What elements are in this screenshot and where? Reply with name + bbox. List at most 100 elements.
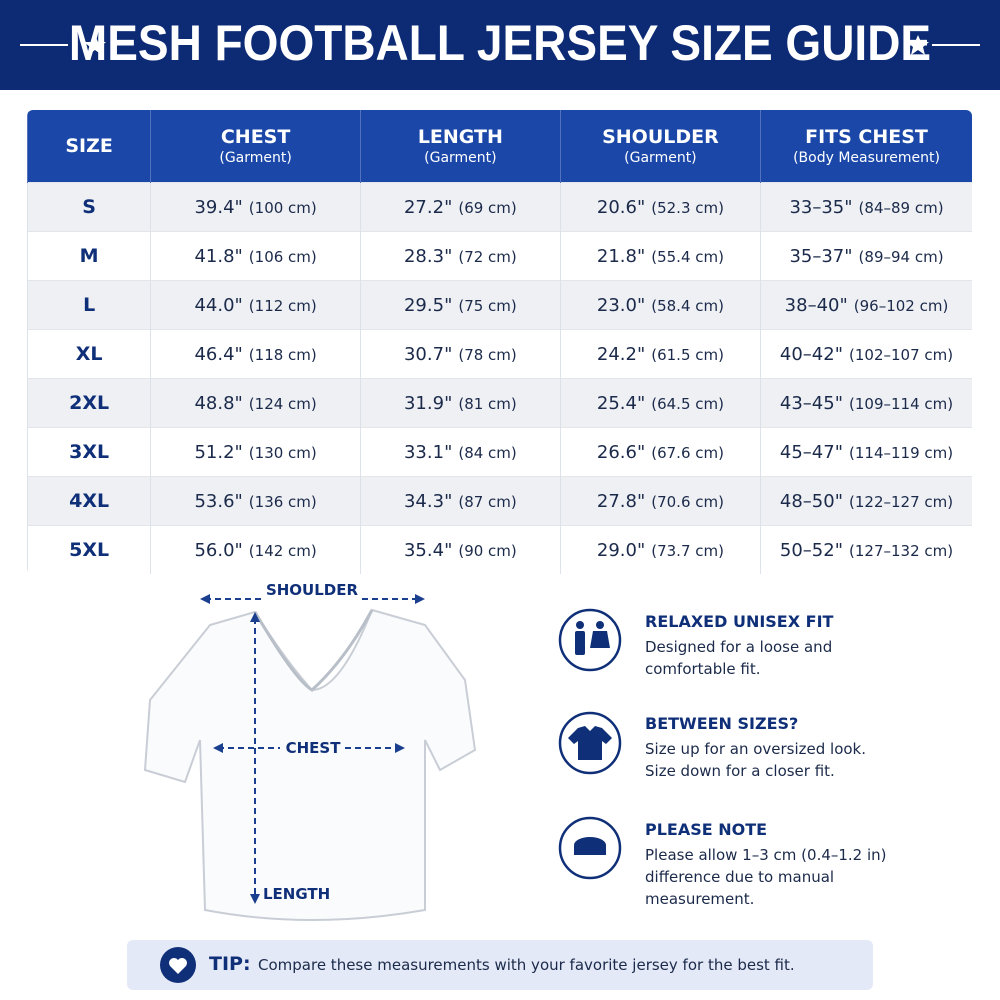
measure-cell: 35–37" (89–94 cm) [760,231,972,281]
title: MESH FOOTBALL JERSEY SIZE GUIDE [68,15,932,71]
centimeters: (64.5 cm) [651,394,724,413]
header-title: FITS CHEST [805,126,928,148]
centimeters: (106 cm) [248,247,317,266]
size-cell: 5XL [27,525,151,574]
centimeters: (142 cm) [248,541,317,560]
inches: 39.4" [194,196,243,218]
centimeters: (52.3 cm) [651,198,724,217]
size-cell: 2XL [27,378,151,428]
inches: 27.2" [403,196,453,218]
measure-cell: 33–35" (84–89 cm) [760,182,972,232]
measure-cell: 25.4" (64.5 cm) [559,378,761,428]
measure-cell: 27.2" (69 cm) [359,182,561,232]
measure-cell: 48.8" (124 cm) [150,378,361,428]
inches: 50–52" [779,539,843,561]
centimeters: (124 cm) [248,394,317,413]
centimeters: (55.4 cm) [651,247,724,266]
column-header: LENGTH (Garment) [359,110,561,183]
measure-cell: 56.0" (142 cm) [150,525,361,574]
info-item: PLEASE NOTE Please allow 1–3 cm (0.4–1.2 … [645,820,887,910]
inches: 33.1" [403,441,453,463]
tip-text: Compare these measurements with your fav… [258,956,795,974]
measure-cell: 45–47" (114–119 cm) [760,427,972,477]
header-sub: (Garment) [624,150,697,166]
measure-cell: 46.4" (118 cm) [150,329,361,379]
measure-cell: 23.0" (58.4 cm) [559,280,761,330]
centimeters: (112 cm) [248,296,317,315]
measure-cell: 53.6" (136 cm) [150,476,361,526]
size-cell: M [27,231,151,281]
header-sub: (Body Measurement) [793,150,940,166]
measure-cell: 24.2" (61.5 cm) [559,329,761,379]
measure-cell: 27.8" (70.6 cm) [559,476,761,526]
measure-cell: 20.6" (52.3 cm) [559,182,761,232]
inches: 27.8" [596,490,646,512]
size-cell: S [27,182,151,232]
centimeters: (127–132 cm) [849,541,954,560]
size-table: SIZE CHEST (Garment) LENGTH (Garment) SHOULDE… [27,110,972,574]
size-row: 4XL 53.6" (136 cm) 34.3" (87 cm) 27.8" (70.6 c… [27,476,972,526]
inches: 25.4" [596,392,646,414]
measure-cell: 48–50" (122–127 cm) [760,476,972,526]
inches: 35.4" [403,539,453,561]
centimeters: (102–107 cm) [849,345,954,364]
inches: 31.9" [403,392,453,414]
info-line: Please allow 1–3 cm (0.4–1.2 in) [645,846,887,864]
info-title: RELAXED UNISEX FIT [645,612,834,631]
measure-cell: 34.3" (87 cm) [359,476,561,526]
column-header: SIZE [27,110,151,183]
inches: 56.0" [194,539,243,561]
info-item: RELAXED UNISEX FIT Designed for a loose a… [645,612,833,680]
header-title: LENGTH [417,126,503,148]
column-header: SHOULDER (Garment) [559,110,761,183]
size-cell: L [27,280,151,330]
centimeters: (75 cm) [458,296,517,315]
inches: 41.8" [194,245,243,267]
centimeters: (69 cm) [458,198,517,217]
info-line: Size down for a closer fit. [645,762,835,780]
info-line: Size up for an oversized look. [645,740,867,758]
column-header: FITS CHEST (Body Measurement) [760,110,972,183]
centimeters: (58.4 cm) [651,296,724,315]
header-decor [20,35,980,55]
inches: 20.6" [596,196,646,218]
header-title: SHOULDER [602,126,719,148]
inches: 33–35" [789,196,853,218]
info-line: measurement. [645,890,755,908]
centimeters: (87 cm) [458,492,517,511]
inches: 30.7" [403,343,453,365]
header-title: SIZE [65,135,113,157]
inches: 29.0" [596,539,646,561]
size-row: M 41.8" (106 cm) 28.3" (72 cm) 21.8" (55.4 cm)… [27,231,972,281]
size-cell: 4XL [27,476,151,526]
inches: 48.8" [194,392,243,414]
column-header: CHEST (Garment) [150,110,361,183]
centimeters: (81 cm) [458,394,517,413]
centimeters: (89–94 cm) [858,247,944,266]
centimeters: (122–127 cm) [849,492,954,511]
info-line: comfortable fit. [645,660,761,678]
inches: 26.6" [596,441,646,463]
length-label: LENGTH [263,885,330,903]
header-title: CHEST [220,126,291,148]
centimeters: (84 cm) [458,443,517,462]
measure-cell: 40–42" (102–107 cm) [760,329,972,379]
measure-cell: 26.6" (67.6 cm) [559,427,761,477]
measure-cell: 50–52" (127–132 cm) [760,525,972,574]
centimeters: (100 cm) [248,198,317,217]
inches: 21.8" [596,245,646,267]
header: MESH FOOTBALL JERSEY SIZE GUIDE [0,0,1000,90]
inches: 53.6" [194,490,243,512]
centimeters: (78 cm) [458,345,517,364]
measure-cell: 29.5" (75 cm) [359,280,561,330]
shoulder-label: SHOULDER [266,581,359,599]
centimeters: (84–89 cm) [858,198,944,217]
measure-cell: 21.8" (55.4 cm) [559,231,761,281]
centimeters: (109–114 cm) [849,394,954,413]
measure-cell: 39.4" (100 cm) [150,182,361,232]
header-sub: (Garment) [424,150,497,166]
measure-cell: 38–40" (96–102 cm) [760,280,972,330]
centimeters: (67.6 cm) [651,443,724,462]
chest-label: CHEST [286,739,342,757]
